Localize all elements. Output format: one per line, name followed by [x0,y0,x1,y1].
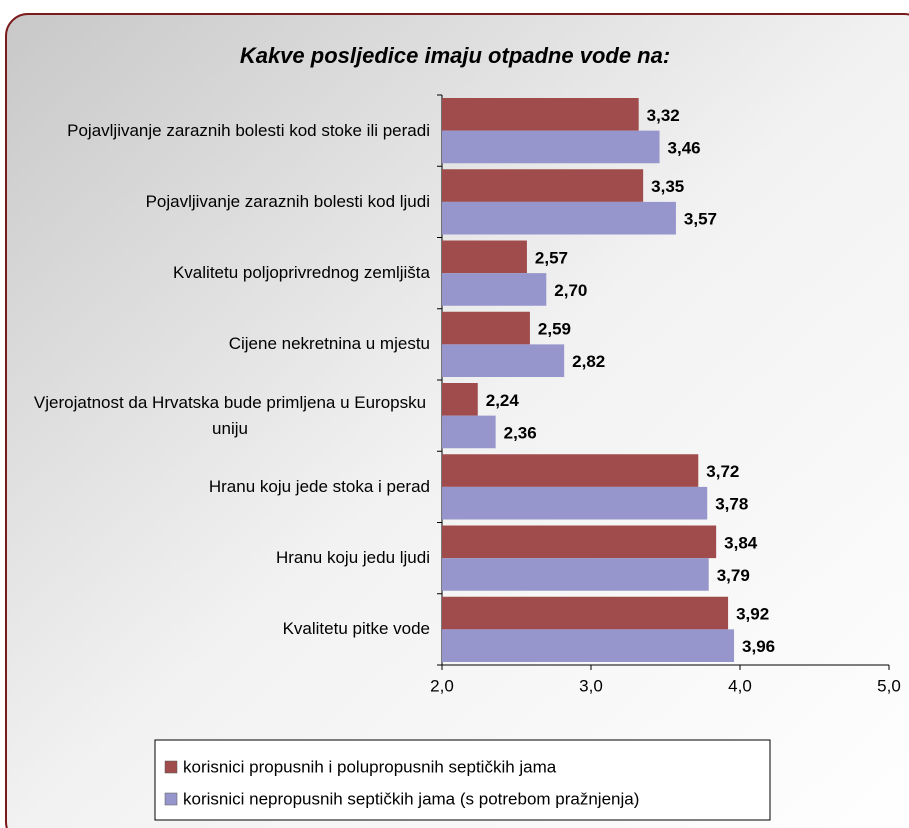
value-label: 3,79 [717,566,750,585]
category-label: Vjerojatnost da Hrvatska bude primljena … [33,392,427,438]
category-text: Hranu koju jede stoka i perad [208,476,430,496]
x-tick-label: 4,0 [728,676,752,695]
category-text: Kvalitetu pitke vode [282,619,430,639]
chart-title: Kakve posljedice imaju otpadne vode na: [240,43,670,68]
bar [442,558,709,591]
x-tick-label: 3,0 [579,676,603,695]
value-label: 2,59 [538,320,571,339]
bar [442,486,708,520]
bar [442,629,735,662]
category-text: Hranu koju jedu ljudi [275,548,430,567]
value-label: 3,35 [651,177,684,196]
legend-label: korisnici nepropusnih septičkih jama (s … [183,789,639,808]
category-label: Cijene nekretnina u mjestu [228,334,430,354]
value-label: 2,24 [486,391,520,410]
value-label: 3,32 [647,106,680,125]
bar [442,273,547,306]
bar [442,240,527,274]
category-label: Hranu koju jedu ljudi [275,548,430,567]
category-label: Kvalitetu poljoprivrednog zemljišta [172,263,430,282]
legend-swatch [164,760,178,774]
value-label: 2,57 [535,248,568,267]
category-label: Hranu koju jede stoka i perad [208,476,430,496]
bar [442,454,699,487]
x-tick-label: 5,0 [877,676,901,695]
category-text: Kvalitetu poljoprivrednog zemljišta [172,263,430,282]
value-label: 3,57 [684,210,717,229]
bar [442,596,729,630]
legend-label: korisnici propusnih i polupropusnih sept… [183,757,557,776]
value-label: 3,96 [742,637,775,656]
value-label: 3,46 [668,138,701,157]
value-label: 3,72 [706,462,739,481]
legend-swatch [164,792,178,806]
value-label: 3,92 [736,605,769,624]
bar [442,130,660,164]
x-tick-label: 2,0 [430,676,454,695]
bar [442,415,496,449]
value-label: 2,70 [554,281,587,300]
category-text: Vjerojatnost da Hrvatska bude primljena … [33,392,427,438]
bar [442,169,644,202]
value-label: 3,78 [715,495,748,514]
bar [442,383,478,416]
value-label: 2,36 [504,423,537,442]
value-label: 2,82 [572,352,605,371]
bar [442,98,639,131]
bar [442,201,676,235]
bar [442,344,565,377]
bar [442,525,717,559]
value-label: 3,84 [724,533,758,552]
category-text: Cijene nekretnina u mjestu [228,334,430,354]
category-text: Pojavljivanje zaraznih bolesti kod ljudi [145,191,430,211]
category-label: Kvalitetu pitke vode [282,619,430,639]
bar [442,311,530,345]
category-text: Pojavljivanje zaraznih bolesti kod stoke… [67,120,430,140]
legend [154,739,771,821]
category-label: Pojavljivanje zaraznih bolesti kod ljudi [145,191,430,211]
category-label: Pojavljivanje zaraznih bolesti kod stoke… [67,120,430,140]
